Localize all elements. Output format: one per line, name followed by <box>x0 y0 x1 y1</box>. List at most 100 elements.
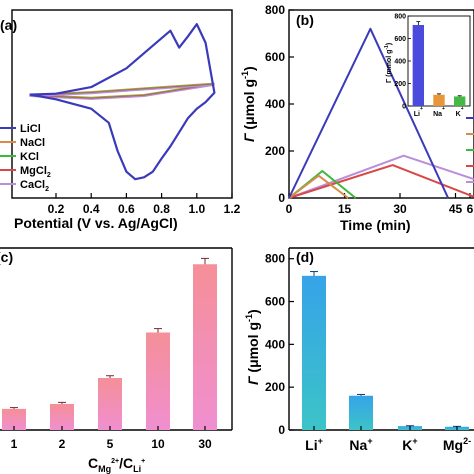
panel-b-x-tick-label: 6 <box>467 202 474 216</box>
panel-b-x-axis-title: Time (min) <box>340 217 411 233</box>
panel-d-bar <box>302 275 326 430</box>
panel-b-inset-y-tick-label: 0 <box>402 104 406 111</box>
panel-b-y-tick-label: 600 <box>265 50 285 64</box>
panel-a-series-line-LiCl <box>29 23 216 181</box>
panel-b-inset: 0 200 400 600 800 Li+ Na+ K+ Γ (mmol g-1) <box>384 14 471 118</box>
panel-b-series-line <box>288 174 349 199</box>
panel-d-y-ticks: 0 200 400 600 800 <box>265 252 294 437</box>
panel-b-inset-bar <box>433 94 445 106</box>
panel-c-bar <box>2 408 26 430</box>
panel-c-bars: 1 2 5 10 30 <box>2 257 217 451</box>
panel-a-series-line-CaCl2 <box>29 84 215 100</box>
panel-b-y-tick-label: 800 <box>265 3 285 17</box>
panel-d-x-tick-label: K+ <box>402 436 417 453</box>
panel-c-x-axis-sep: /C <box>119 455 133 471</box>
panel-d-x-tick-label: Li+ <box>305 436 323 453</box>
panel-b-legend-swatches <box>466 117 474 183</box>
panel-b-inset-bar <box>412 25 425 106</box>
panel-b-x-tick-label: 30 <box>393 202 407 216</box>
panel-a-legend-label: MgCl2 <box>20 165 51 179</box>
panel-d-label: (d) <box>296 249 314 265</box>
panel-c: (c) 1 2 5 10 30 CMg2+/CLi+ <box>0 247 233 474</box>
panel-d-y-axis-title: Γ (μmol g-1) <box>244 309 261 385</box>
panel-b-y-axis-sup: -1 <box>240 71 250 79</box>
panel-b-y-axis-close: ) <box>241 66 257 71</box>
panel-b-inset-y-tick-label: 800 <box>394 14 406 21</box>
panel-b-inset-x-tick-label: Li+ <box>414 106 423 118</box>
panel-c-x-axis-sub1: Mg <box>98 464 111 474</box>
panel-c-x-axis-c1: C <box>88 455 98 471</box>
panel-c-label: (c) <box>0 249 13 265</box>
panel-c-x-axis-sub2: Li <box>133 464 141 474</box>
panel-b-inset-y-tick-label: 600 <box>394 36 406 43</box>
panel-c-x-axis-title: CMg2+/CLi+ <box>88 455 145 474</box>
panel-d-y-tick-label: 600 <box>265 295 285 309</box>
panel-b-inset-y-axis-title: Γ (mmol g-1) <box>384 43 393 83</box>
panel-a-legend-label: NaCl <box>20 137 45 149</box>
panel-d-y-axis-sup: -1 <box>244 314 254 322</box>
panel-a-x-ticks: 0.2 0.4 0.6 0.8 1.0 1.2 <box>48 193 241 216</box>
panel-c-x-tick-label: 2 <box>59 437 66 451</box>
panel-a-x-tick-label: 0.6 <box>118 202 135 216</box>
panel-d-bar <box>349 395 373 430</box>
panel-b-y-axis-title: Γ (μmol g-1) <box>240 66 257 142</box>
panel-b-y-axis-symbol: Γ <box>241 132 257 142</box>
panel-b-inset-y-tick-label: 200 <box>394 81 406 88</box>
panel-b-inset-bar <box>453 96 466 106</box>
panel-c-x-tick-label: 5 <box>107 437 114 451</box>
panel-b-x-tick-label: 15 <box>338 202 352 216</box>
panel-b-y-axis-unit: (μmol g <box>241 79 257 130</box>
panel-b-series-line <box>288 27 450 199</box>
panel-d-y-axis-symbol: Γ <box>245 375 261 385</box>
panel-a-legend-label: CaCl2 <box>20 179 49 193</box>
panel-a-x-tick-label: 0.4 <box>83 202 100 216</box>
panel-c-bar <box>50 404 74 430</box>
panel-a-legend-label: KCl <box>20 151 39 163</box>
panel-c-bar <box>98 378 122 430</box>
panel-a-x-tick-label: 0.2 <box>48 202 65 216</box>
panel-a-curves <box>29 23 216 181</box>
panel-c-bar <box>193 264 217 430</box>
panel-b-label: (b) <box>296 12 314 28</box>
panel-b-y-tick-label: 200 <box>265 144 285 158</box>
panel-b-series-line <box>288 164 474 199</box>
panel-b-inset-x-tick-label: Na+ <box>433 106 445 118</box>
panel-d-bars: Li+ Na+ K+ Mg2- <box>302 271 471 453</box>
panel-b-inset-x-tick-label: K+ <box>456 106 464 118</box>
panel-c-x-axis-sup1: 2+ <box>111 458 119 465</box>
panel-d-x-tick-label: Na+ <box>349 436 372 453</box>
panel-d-x-tick-label: Mg2- <box>443 436 471 453</box>
panel-d-y-axis-close: ) <box>245 309 261 314</box>
panel-a: (a) 0.2 0.4 0.6 0.8 1.0 1.2 Potential (V vs. … <box>0 9 241 231</box>
panel-a-x-tick-label: 1.0 <box>188 202 205 216</box>
panel-d-y-axis-unit: (μmol g <box>245 322 261 373</box>
panel-d: (d) 0 200 400 600 800 Li+ Na+ K+ Mg2- Γ (μmol g… <box>244 247 474 453</box>
panel-a-legend-label: LiCl <box>20 123 41 135</box>
panel-b-x-tick-label: 0 <box>286 202 293 216</box>
panel-b-inset-y-tick-label: 400 <box>394 59 406 66</box>
panel-b-x-ticks: 0 15 30 45 6 <box>286 193 474 216</box>
panel-a-label: (a) <box>0 17 17 33</box>
panel-b-y-ticks: 0 200 400 600 800 <box>265 3 294 205</box>
panel-b-y-tick-label: 400 <box>265 97 285 111</box>
panel-c-x-tick-label: 30 <box>198 437 212 451</box>
panel-b: (b) 0 200 400 600 800 0 15 30 45 6 Time (min) Γ … <box>240 3 474 233</box>
panel-a-x-axis-title: Potential (V vs. Ag/AgCl) <box>14 215 178 231</box>
panel-d-y-tick-label: 800 <box>265 252 285 266</box>
panel-b-series-line <box>288 154 474 199</box>
panel-c-x-tick-label: 1 <box>11 437 18 451</box>
panel-c-x-tick-label: 10 <box>151 437 165 451</box>
panel-b-curves <box>288 27 474 199</box>
panel-d-y-tick-label: 0 <box>278 423 285 437</box>
panel-b-x-tick-label: 45 <box>449 202 463 216</box>
panel-d-y-tick-label: 200 <box>265 380 285 394</box>
panel-c-x-axis-sup2: + <box>141 458 145 465</box>
panel-a-plot-frame <box>11 9 233 199</box>
panel-a-x-tick-label: 1.2 <box>224 202 241 216</box>
panel-a-x-tick-label: 0.8 <box>153 202 170 216</box>
panel-c-bar <box>146 332 170 430</box>
panel-b-y-tick-label: 0 <box>278 191 285 205</box>
panel-d-y-tick-label: 400 <box>265 337 285 351</box>
